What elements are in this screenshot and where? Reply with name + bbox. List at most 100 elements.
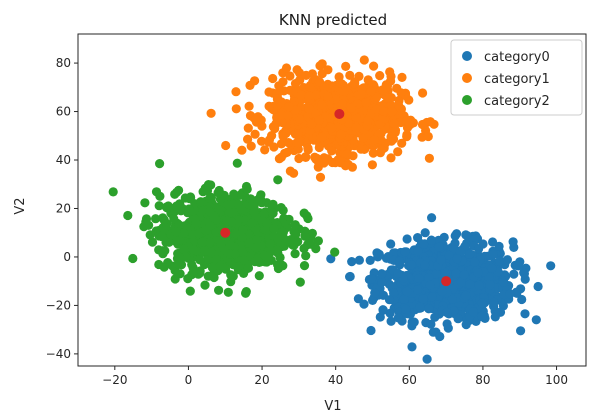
- data-point: [385, 67, 395, 77]
- data-point: [512, 288, 522, 298]
- data-point: [459, 270, 469, 280]
- data-point: [350, 78, 360, 89]
- data-point: [225, 208, 235, 218]
- x-tick-label: 100: [545, 373, 568, 387]
- data-point: [474, 244, 484, 254]
- data-point: [323, 65, 333, 75]
- data-point: [151, 214, 161, 224]
- data-point: [442, 307, 452, 318]
- data-point: [264, 87, 274, 97]
- data-point: [244, 101, 254, 111]
- data-point: [377, 277, 387, 287]
- data-point: [296, 90, 306, 100]
- data-point: [361, 98, 371, 108]
- y-tick-label: 0: [63, 250, 71, 264]
- data-point: [378, 85, 388, 95]
- data-point: [315, 172, 326, 182]
- data-point: [407, 342, 417, 352]
- data-point: [243, 134, 253, 144]
- data-point: [386, 132, 396, 142]
- data-point: [426, 235, 436, 245]
- data-point: [179, 244, 189, 254]
- data-point: [141, 217, 151, 227]
- data-point: [531, 315, 541, 325]
- data-point: [377, 269, 387, 279]
- data-point: [519, 269, 530, 279]
- data-point: [385, 308, 395, 318]
- data-point: [304, 104, 314, 114]
- data-point: [546, 261, 556, 271]
- data-point: [242, 184, 252, 194]
- data-point: [417, 119, 428, 130]
- data-point: [452, 254, 462, 264]
- data-point: [255, 192, 265, 202]
- data-point: [311, 108, 321, 119]
- data-point: [283, 138, 294, 148]
- data-point: [402, 132, 412, 142]
- data-point: [387, 107, 397, 117]
- data-point: [336, 129, 346, 140]
- data-point: [418, 88, 428, 98]
- data-point: [252, 235, 262, 245]
- data-point: [237, 145, 247, 155]
- data-point: [205, 207, 215, 217]
- data-point: [158, 246, 168, 256]
- data-point: [473, 268, 483, 278]
- data-point: [307, 119, 317, 129]
- data-point: [533, 281, 543, 292]
- data-point: [206, 247, 216, 258]
- x-tick-label: −20: [102, 373, 127, 387]
- data-point: [356, 89, 366, 99]
- data-point: [317, 100, 327, 110]
- data-point: [215, 261, 225, 272]
- data-point: [123, 210, 133, 221]
- data-point: [300, 231, 310, 241]
- data-point: [213, 188, 223, 198]
- data-point: [425, 280, 435, 290]
- data-point: [389, 118, 399, 129]
- x-tick-label: 60: [402, 373, 417, 387]
- data-point: [379, 106, 389, 116]
- y-tick-label: 60: [56, 105, 71, 119]
- data-point: [371, 92, 382, 102]
- data-point: [273, 234, 283, 244]
- data-point: [509, 269, 519, 279]
- data-point: [264, 101, 274, 111]
- y-tick-label: 40: [56, 153, 71, 167]
- data-point: [291, 229, 301, 239]
- data-point: [259, 250, 270, 260]
- data-point: [154, 201, 164, 211]
- data-point: [225, 240, 236, 250]
- data-point: [424, 304, 434, 314]
- data-point: [251, 115, 261, 125]
- data-point: [368, 295, 378, 305]
- data-point: [314, 157, 324, 168]
- data-point: [413, 233, 423, 243]
- data-point: [380, 138, 391, 148]
- data-point: [393, 268, 403, 278]
- data-point: [276, 139, 286, 149]
- data-point: [269, 224, 279, 234]
- data-point: [285, 71, 295, 81]
- data-point: [313, 236, 323, 246]
- data-point: [386, 239, 396, 249]
- data-point: [226, 277, 236, 287]
- data-point: [197, 237, 207, 247]
- data-point: [195, 255, 205, 265]
- data-point: [290, 220, 300, 230]
- data-point: [424, 153, 434, 163]
- data-point: [386, 153, 396, 163]
- data-point: [393, 313, 403, 323]
- data-point: [444, 250, 454, 261]
- data-point: [412, 285, 423, 295]
- data-point: [292, 65, 302, 75]
- data-point: [238, 225, 248, 235]
- data-point: [367, 274, 377, 284]
- legend: category0 category1 category2: [450, 39, 583, 116]
- data-point: [375, 71, 385, 81]
- data-point: [365, 255, 375, 265]
- data-point: [262, 218, 272, 229]
- legend-marker: [462, 95, 472, 105]
- data-point: [363, 116, 373, 126]
